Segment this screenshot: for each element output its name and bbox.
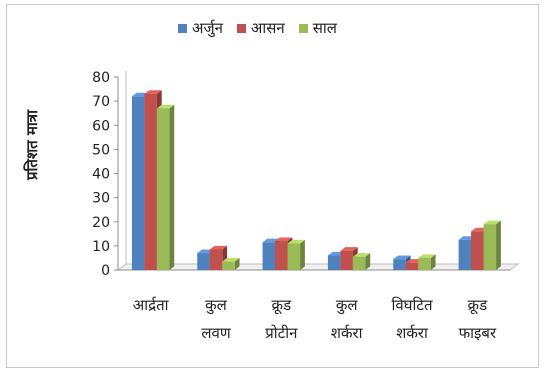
bar-top (483, 220, 501, 225)
bar-side (234, 257, 240, 270)
x-tick-label: क्रूड (272, 296, 293, 315)
x-tick-label: शर्करा (396, 324, 429, 342)
bar-top (156, 104, 175, 109)
x-tick-label: प्रोटीन (265, 324, 298, 342)
y-tick-label: 70 (92, 94, 110, 110)
bar (144, 93, 157, 270)
bar-top (275, 237, 293, 242)
bar-side (300, 239, 305, 270)
x-tick-label: कुल (205, 296, 228, 315)
legend-item-asan: आसन (236, 18, 285, 38)
bar-side (365, 253, 371, 270)
bar-side (430, 254, 436, 270)
bar (458, 239, 472, 270)
bar (262, 242, 276, 270)
bar (209, 249, 223, 270)
bar (471, 231, 484, 270)
y-tick-label: 60 (92, 118, 110, 134)
legend-item-sal: साल (298, 18, 337, 38)
legend-label-arjun: अर्जुन (192, 19, 223, 37)
bar (352, 256, 366, 270)
bar-top (222, 257, 240, 262)
legend: अर्जुन आसन साल (178, 18, 337, 38)
bar (327, 255, 341, 270)
x-tick-label: आर्द्रता (133, 296, 170, 314)
bar (418, 257, 431, 270)
y-tick-label: 50 (92, 142, 110, 158)
bar (131, 96, 145, 270)
bar-top (340, 247, 358, 251)
bar-side (496, 220, 501, 270)
legend-label-sal: साल (312, 19, 337, 37)
legend-label-asan: आसन (250, 19, 285, 37)
x-tick-label: कुल (336, 296, 359, 315)
bar (156, 108, 170, 270)
x-tick-label: लवण (201, 324, 232, 342)
bar-top (144, 90, 162, 94)
y-tick-label: 80 (92, 70, 110, 86)
bar (483, 224, 497, 270)
x-tick-label: क्रूड (468, 296, 489, 315)
bar (340, 250, 353, 270)
x-tick-label: विघटित (391, 296, 433, 314)
bar (405, 262, 419, 270)
bar (287, 243, 301, 270)
bar-top (352, 253, 371, 257)
legend-swatch-sal (298, 23, 308, 33)
bar-top (393, 255, 411, 260)
bar-top (209, 245, 228, 250)
legend-swatch-arjun (178, 23, 187, 33)
chart-floor (116, 263, 520, 271)
bar (393, 259, 406, 270)
x-tick-label: फाइबर (459, 324, 497, 342)
y-tick-label: 10 (92, 239, 110, 255)
legend-item-arjun: अर्जुन (178, 18, 223, 38)
y-tick-label: 30 (92, 191, 110, 207)
x-tick-label: शर्करा (331, 324, 364, 342)
y-tick-label: 0 (101, 263, 110, 279)
bar (197, 253, 210, 270)
y-tick-label: 40 (92, 167, 110, 183)
bar (275, 241, 288, 270)
bar-top (287, 239, 305, 244)
bar (222, 261, 235, 270)
y-tick-label: 20 (92, 215, 110, 231)
legend-swatch-asan (236, 23, 246, 33)
chart-frame (6, 4, 539, 368)
bar-side (169, 104, 175, 270)
bar-top (418, 254, 436, 258)
